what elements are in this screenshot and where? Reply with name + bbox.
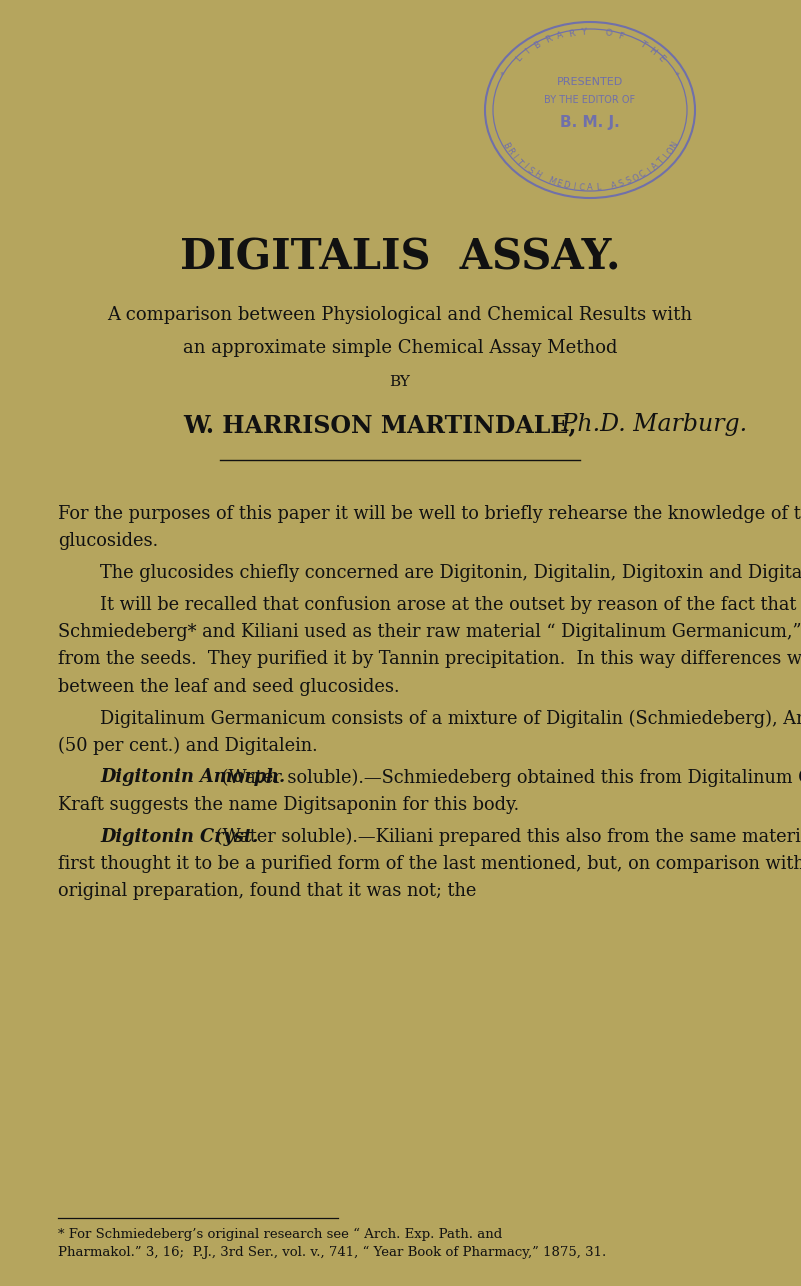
Text: Digitonin Amorph.: Digitonin Amorph. [100,769,285,787]
Text: O: O [631,172,642,184]
Text: The glucosides chiefly concerned are Digitonin, Digitalin, Digitoxin and Digital: The glucosides chiefly concerned are Dig… [100,565,801,583]
Text: I: I [572,183,576,192]
Text: *: * [501,71,510,78]
Text: S: S [525,166,535,176]
Text: DIGITALIS  ASSAY.: DIGITALIS ASSAY. [179,237,620,279]
Text: I: I [646,166,654,175]
Text: E: E [554,179,562,189]
Text: first thought it to be a purified form of the last mentioned, but, on comparison: first thought it to be a purified form o… [58,855,801,873]
Text: glucosides.: glucosides. [58,532,158,550]
Text: L: L [595,183,601,193]
Text: For the purposes of this paper it will be well to briefly rehearse the knowledge: For the purposes of this paper it will b… [58,505,801,523]
Text: *: * [670,71,680,78]
Text: Schmiedeberg* and Kiliani used as their raw material “ Digitalinum Germanicum,” : Schmiedeberg* and Kiliani used as their … [58,622,801,640]
Text: BY: BY [389,376,410,388]
Text: E: E [655,53,666,63]
Text: * For Schmiedeberg’s original research see “ Arch. Exp. Path. and: * For Schmiedeberg’s original research s… [58,1228,502,1241]
Text: an approximate simple Chemical Assay Method: an approximate simple Chemical Assay Met… [183,340,618,358]
Text: B: B [500,140,511,150]
Text: (Water soluble).—Kiliani prepared this also from the same material, and at: (Water soluble).—Kiliani prepared this a… [210,827,801,846]
Text: I: I [524,46,532,55]
Text: Kraft suggests the name Digitsaponin for this body.: Kraft suggests the name Digitsaponin for… [58,796,519,814]
Text: O: O [604,28,613,39]
Text: W. HARRISON MARTINDALE,: W. HARRISON MARTINDALE, [183,413,577,437]
Text: Ph.D. Marburg.: Ph.D. Marburg. [554,414,747,436]
Text: T: T [656,157,666,167]
Text: F: F [616,31,624,41]
Text: C: C [638,170,648,180]
Text: I: I [521,162,529,171]
Text: R: R [544,35,553,45]
Text: BY THE EDITOR OF: BY THE EDITOR OF [545,95,635,105]
Text: from the seeds.  They purified it by Tannin precipitation.  In this way differen: from the seeds. They purified it by Tann… [58,651,801,669]
Text: A: A [610,180,618,190]
Text: S: S [618,179,626,189]
Text: H: H [646,45,658,57]
Text: R: R [504,147,515,156]
Text: O: O [665,147,676,157]
Text: A: A [555,31,564,41]
Text: D: D [562,180,570,190]
Text: S: S [625,176,634,186]
Text: between the leaf and seed glucosides.: between the leaf and seed glucosides. [58,678,400,696]
Text: N: N [669,140,680,150]
Text: L: L [514,53,524,63]
Text: PRESENTED: PRESENTED [557,77,623,87]
Text: T: T [638,40,647,50]
Text: I: I [662,153,670,161]
Text: I: I [509,153,518,161]
Text: A comparison between Physiological and Chemical Results with: A comparison between Physiological and C… [107,306,693,324]
Text: A: A [650,161,661,172]
Text: A: A [587,184,593,193]
Text: T: T [514,157,524,167]
Text: It will be recalled that confusion arose at the outset by reason of the fact tha: It will be recalled that confusion arose… [100,595,796,613]
Text: Digitalinum Germanicum consists of a mixture of Digitalin (Schmiedeberg), Amorph: Digitalinum Germanicum consists of a mix… [100,710,801,728]
Text: (Water soluble).—Schmiedeberg obtained this from Digitalinum Germanicum.: (Water soluble).—Schmiedeberg obtained t… [216,769,801,787]
Text: R: R [568,28,576,39]
Text: (50 per cent.) and Digitalein.: (50 per cent.) and Digitalein. [58,737,318,755]
Text: H: H [532,170,542,180]
Text: M: M [545,175,556,186]
Text: original preparation, found that it was not; the: original preparation, found that it was … [58,882,477,900]
Text: Y: Y [581,27,587,37]
Text: Digitonin Cryst.: Digitonin Cryst. [100,827,258,845]
Text: B: B [533,40,543,50]
Text: Pharmakol.” 3, 16;  P.J., 3rd Ser., vol. v., 741, “ Year Book of Pharmacy,” 1875: Pharmakol.” 3, 16; P.J., 3rd Ser., vol. … [58,1246,606,1259]
Text: B. M. J.: B. M. J. [560,114,620,130]
Text: C: C [578,183,586,193]
